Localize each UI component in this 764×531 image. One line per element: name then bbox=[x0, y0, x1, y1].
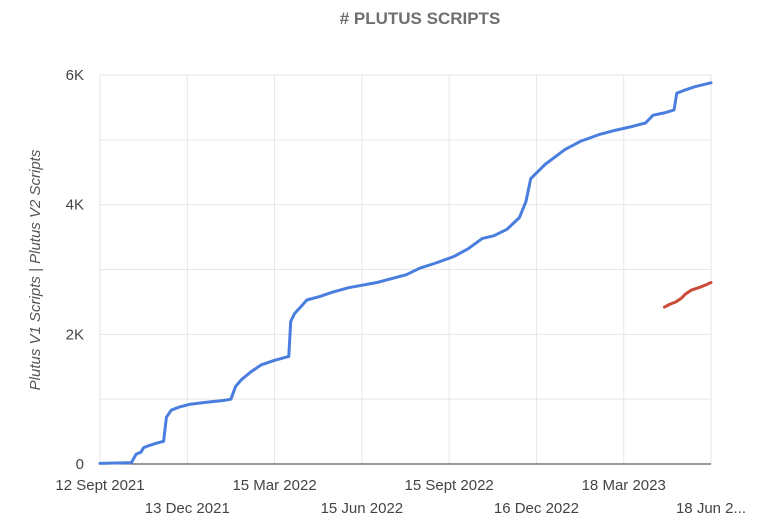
y-tick-label: 2K bbox=[66, 326, 84, 343]
x-tick-label: 15 Mar 2022 bbox=[232, 477, 316, 494]
chart-title: # PLUTUS SCRIPTS bbox=[340, 9, 501, 28]
x-tick-label: 13 Dec 2021 bbox=[145, 500, 230, 517]
series-line-1 bbox=[98, 81, 713, 465]
x-tick-label: 16 Dec 2022 bbox=[494, 500, 579, 517]
x-tick-label: 18 Mar 2023 bbox=[582, 477, 666, 494]
x-tick-label: 18 Jun 2... bbox=[676, 500, 746, 517]
series-group bbox=[98, 81, 713, 465]
x-tick-label: 15 Sept 2022 bbox=[405, 477, 494, 494]
y-tick-label: 6K bbox=[66, 67, 84, 84]
y-tick-label: 4K bbox=[66, 197, 84, 214]
series-line-2 bbox=[663, 281, 713, 309]
y-axis-label: Plutus V1 Scripts | Plutus V2 Scripts bbox=[27, 149, 44, 390]
x-tick-label: 12 Sept 2021 bbox=[55, 477, 144, 494]
y-tick-label: 0 bbox=[76, 456, 84, 473]
grid bbox=[99, 74, 712, 464]
x-tick-label: 15 Jun 2022 bbox=[321, 500, 404, 517]
